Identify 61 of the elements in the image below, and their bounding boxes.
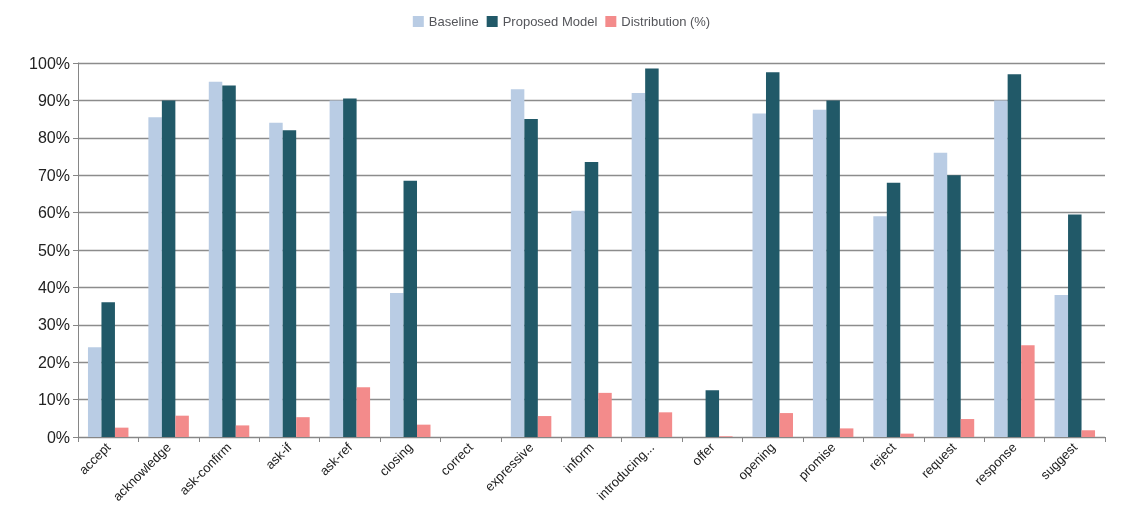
bar [356,387,371,437]
legend-label: Proposed Model [502,14,598,29]
bar [403,180,418,437]
bar [269,122,283,437]
bar [148,117,162,437]
y-tick-label: 20% [37,353,70,371]
bar [524,119,538,437]
x-tick-label: offer [688,439,719,469]
legend-label: Baseline [428,14,479,29]
bar [510,89,525,437]
bar [417,424,431,437]
bar [87,347,102,437]
y-tick-label: 80% [37,129,70,147]
bar [114,427,129,437]
bar [598,392,612,437]
bar [1007,74,1022,437]
y-tick-label: 40% [37,278,70,296]
bar [584,162,599,437]
bar [645,68,659,437]
bar [329,100,344,437]
bar [537,416,552,437]
bar [161,100,176,437]
bar [631,92,646,437]
legend-label: Distribution (%) [621,14,711,29]
y-tick-label: 50% [37,241,70,259]
bar [886,182,901,437]
bar [571,210,585,437]
bar [994,100,1008,437]
y-tick-label: 30% [37,316,70,334]
bar [658,412,673,437]
bar [1054,294,1069,437]
bar [222,85,236,437]
bar [235,425,250,437]
bar [208,81,223,437]
y-tick-label: 0% [46,428,70,446]
bar [826,100,840,437]
bar [296,417,310,437]
y-tick-label: 70% [37,166,70,184]
bar [705,390,720,437]
bar [812,109,827,437]
bar [900,433,914,437]
bar [1068,214,1082,437]
bar [175,415,189,437]
bar [779,413,793,437]
bar [960,419,975,437]
bar [101,302,115,437]
bar [282,130,297,437]
bar [873,216,887,437]
y-tick-label: 10% [37,391,70,409]
y-tick-label: 90% [37,91,70,109]
y-tick-label: 100% [29,54,70,72]
bar [1081,430,1096,437]
bar [839,428,854,437]
bar [933,152,948,437]
bar [1021,345,1035,437]
bar [343,98,357,437]
bar [752,113,766,437]
bar [390,293,404,437]
y-tick-label: 60% [37,204,70,222]
bar [947,175,961,437]
bar [765,72,780,437]
